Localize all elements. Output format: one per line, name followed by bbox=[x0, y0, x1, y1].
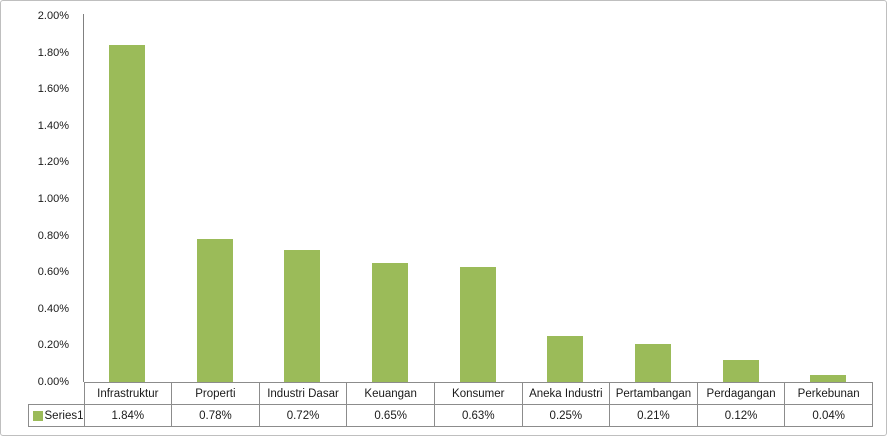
y-axis-tick-label: 1.80% bbox=[37, 46, 69, 59]
category-cell: Industri Dasar bbox=[258, 382, 348, 405]
y-axis-tick-label: 0.00% bbox=[37, 376, 69, 388]
y-axis-tick-label: 1.00% bbox=[37, 193, 69, 205]
y-axis-tick-label: 2.00% bbox=[37, 10, 69, 22]
category-cell: Infrastruktur bbox=[83, 382, 173, 405]
bar-column bbox=[346, 16, 434, 382]
table-corner-spacer bbox=[29, 383, 85, 405]
value-cell: 0.04% bbox=[784, 404, 873, 427]
category-cell: Properti bbox=[171, 382, 260, 405]
legend-series-label: Series1 bbox=[44, 409, 84, 422]
value-cell: 1.84% bbox=[83, 404, 173, 427]
data-table: Infrastruktur Properti Industri Dasar Keuan… bbox=[28, 382, 873, 427]
value-cell: 0.12% bbox=[696, 404, 786, 427]
bar-column bbox=[258, 16, 346, 382]
bar-infrastruktur[interactable] bbox=[108, 45, 145, 382]
bar-properti[interactable] bbox=[196, 239, 233, 382]
y-axis-tick-label: 0.60% bbox=[37, 266, 69, 279]
y-axis-tick-label: 0.40% bbox=[37, 302, 69, 315]
category-cell: Aneka Industri bbox=[521, 382, 611, 405]
value-row: Series1 1.84% 0.78% 0.72% 0.65% 0.63% 0.25% 0.2… bbox=[28, 404, 873, 427]
bar-pertambangan[interactable] bbox=[634, 343, 671, 382]
y-axis-labels: 2.00% 1.80% 1.60% 1.40% 1.20% 1.00% 0.80% 0.60%… bbox=[1, 1, 69, 435]
legend-key-icon bbox=[33, 410, 43, 421]
y-axis-tick-label: 1.60% bbox=[37, 83, 69, 96]
category-cell: Perkebunan bbox=[784, 382, 873, 405]
category-cell: Konsumer bbox=[433, 382, 523, 405]
bar-column bbox=[171, 16, 259, 382]
bar-column bbox=[83, 16, 171, 382]
bar-perdagangan[interactable] bbox=[722, 360, 759, 382]
bar-column bbox=[521, 16, 609, 382]
bar-keuangan[interactable] bbox=[371, 263, 408, 382]
category-row: Infrastruktur Properti Industri Dasar Keuan… bbox=[29, 382, 873, 405]
y-axis-tick-label: 1.20% bbox=[37, 156, 69, 169]
bar-perkebunan[interactable] bbox=[810, 374, 847, 382]
legend-cell[interactable]: Series1 bbox=[28, 404, 85, 427]
bar-aneka-industri[interactable] bbox=[547, 336, 584, 382]
bar-column bbox=[609, 16, 697, 382]
value-cell: 0.63% bbox=[433, 404, 523, 427]
category-cell: Keuangan bbox=[346, 382, 435, 405]
bar-column bbox=[784, 16, 872, 382]
y-axis-tick-label: 0.80% bbox=[37, 229, 69, 242]
bar-column bbox=[697, 16, 785, 382]
y-axis-tick-label: 1.40% bbox=[37, 119, 69, 132]
plot-area[interactable] bbox=[83, 16, 872, 382]
value-cell: 0.65% bbox=[346, 404, 435, 427]
category-cell: Pertambangan bbox=[609, 382, 698, 405]
value-cell: 0.72% bbox=[258, 404, 348, 427]
category-cell: Perdagangan bbox=[696, 382, 786, 405]
bar-konsumer[interactable] bbox=[459, 266, 496, 382]
value-cell: 0.21% bbox=[609, 404, 698, 427]
y-axis-tick-label: 0.20% bbox=[37, 339, 69, 352]
value-cell: 0.78% bbox=[171, 404, 260, 427]
value-cell: 0.25% bbox=[521, 404, 611, 427]
bar-industri-dasar[interactable] bbox=[284, 250, 321, 382]
y-axis-line bbox=[83, 14, 84, 382]
bar-column bbox=[434, 16, 522, 382]
